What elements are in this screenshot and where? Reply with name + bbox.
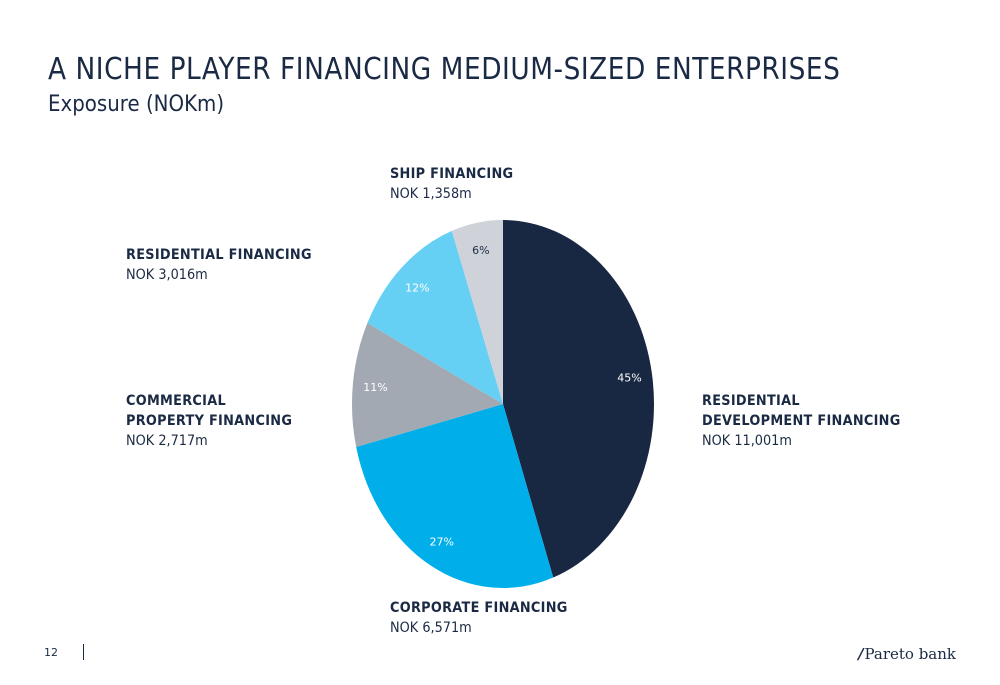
page-subtitle: Exposure (NOKm) [48,92,225,117]
label-ship-financing-name: SHIP FINANCING [390,166,514,182]
pareto-mark-icon: / [857,645,864,663]
label-residential-financing-value: NOK 3,016m [126,267,208,283]
label-residential-development-financing-name: RESIDENTIAL DEVELOPMENT FINANCING [702,393,901,429]
label-residential-development-financing: RESIDENTIAL DEVELOPMENT FINANCING NOK 11… [702,391,914,451]
pareto-bank-logo: /Pareto bank [858,645,956,663]
label-commercial-property-financing: COMMERCIAL PROPERTY FINANCING NOK 2,717m [126,391,301,451]
label-corporate-financing-value: NOK 6,571m [390,620,472,636]
pie-pct-label-residential-development-financing: 45% [617,372,641,385]
pie-pct-label-corporate-financing: 27% [429,535,453,548]
pie-slice-ship-financing [451,220,503,404]
label-residential-financing-name: RESIDENTIAL FINANCING [126,247,312,263]
pie-slice-residential-financing [367,230,503,404]
footer-divider [83,644,84,660]
label-ship-financing: SHIP FINANCING NOK 1,358m [390,164,513,204]
pie-pct-label-ship-financing: 6% [472,244,489,257]
label-residential-development-financing-value: NOK 11,001m [702,433,792,449]
label-commercial-property-financing-name: COMMERCIAL PROPERTY FINANCING [126,393,293,429]
page-title: A NICHE PLAYER FINANCING MEDIUM-SIZED EN… [48,52,841,87]
pie-slice-commercial-property-financing [351,322,503,447]
label-corporate-financing: CORPORATE FINANCING NOK 6,571m [390,598,568,638]
label-commercial-property-financing-value: NOK 2,717m [126,433,208,449]
logo-text: Pareto bank [864,645,956,663]
pie-slice-residential-development-financing [503,220,655,578]
pie-slice-corporate-financing [356,404,554,588]
pie-pct-label-commercial-property-financing: 11% [363,381,387,394]
label-corporate-financing-name: CORPORATE FINANCING [390,600,568,616]
label-residential-financing: RESIDENTIAL FINANCING NOK 3,016m [126,245,312,285]
page-number: 12 [44,646,58,659]
label-ship-financing-value: NOK 1,358m [390,186,472,202]
pie-pct-label-residential-financing: 12% [405,281,429,294]
